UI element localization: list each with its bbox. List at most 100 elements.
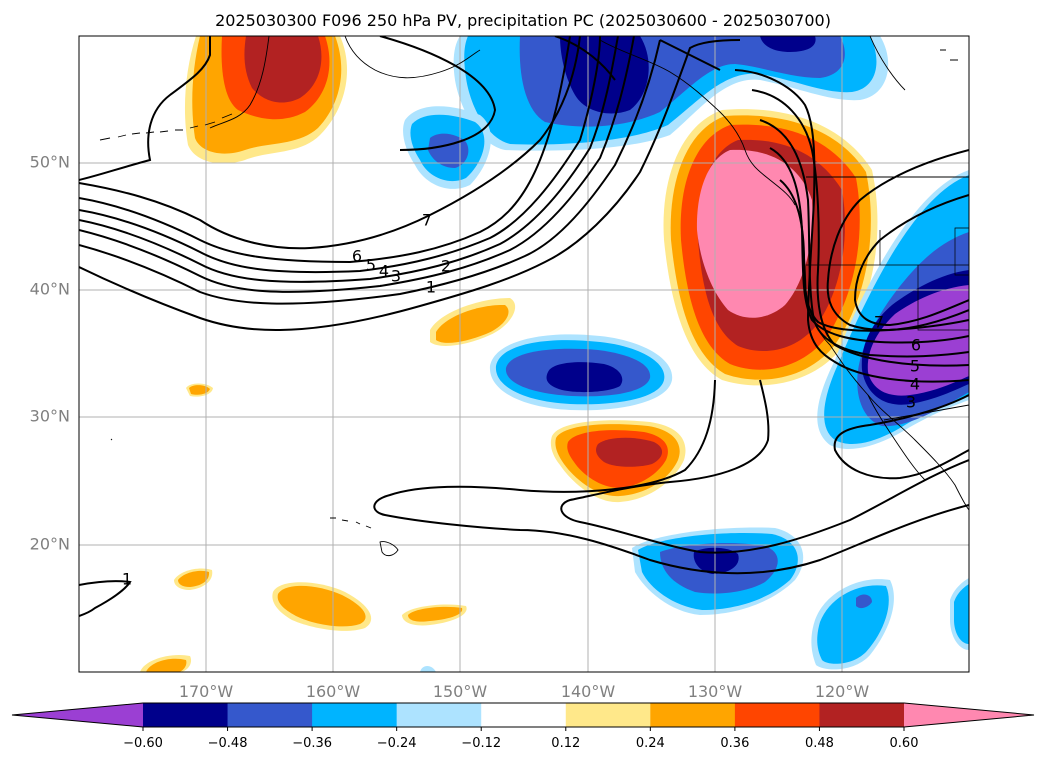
pv-contour-tropical-inner [560,379,969,554]
anomaly-fill-level [277,585,366,627]
canada-coastline [744,36,958,206]
colorbar-extend-max [904,703,1034,727]
precip-anomaly-central-pacific-negative [489,334,673,411]
pv-contour-1-sw [79,580,132,617]
pv-contour-4 [79,36,619,283]
precip-anomaly-alaska [184,36,348,164]
anomaly-fill-level [696,149,813,318]
lat-tick-label: 40°N [30,280,70,299]
colorbar-tick-label: −0.24 [377,736,417,751]
contour-label: 1 [426,278,436,297]
precip-anomaly-small-positive [140,298,516,672]
contour-label: 2 [441,257,451,276]
lon-tick-label: 120°W [815,682,870,701]
pv-contour-outer [379,36,616,151]
colorbar-tick-label: 0.60 [890,736,919,751]
colorbar-segment [312,703,398,727]
lat-tick-label: 20°N [30,535,70,554]
pv-contour-trough-2 [751,89,969,367]
anomaly-fill-level [760,36,816,52]
contour-label: 6 [911,336,921,355]
colorbar-segment [396,703,482,727]
pv-contour-1 [79,39,741,331]
small-island [110,438,113,441]
colorbar-segments [11,702,1035,728]
lon-tick-label: 130°W [688,682,743,701]
contour-label: 4 [910,375,920,394]
us-state-borders [806,227,969,331]
us-mexico-border [883,404,969,421]
map-panel: 7 6 5 4 3 2 1 1 7 6 5 4 3 [78,35,970,673]
anomaly-fill-level [954,584,969,644]
aleutian-islands [99,113,233,141]
lat-tick-label: 50°N [30,153,70,172]
colorbar-segment [227,703,313,727]
map-frame [78,35,970,673]
contour-label: 4 [379,262,389,281]
lon-tick-label: 140°W [561,682,616,701]
colorbar-segment [734,703,820,727]
contour-labels: 7 6 5 4 3 2 1 1 7 6 5 4 3 [122,211,921,589]
anomaly-fill-level [244,36,322,103]
pv-contours [79,36,969,617]
precip-anomaly-subtropical-negative [420,527,969,672]
colorbar-ticks: −0.60 −0.48 −0.36 −0.24 −0.12 0.12 0.24 0.36 0.4… [123,727,918,751]
colorbar-segment [650,703,736,727]
pv-contour-trough-6 [826,149,969,331]
anomaly-fill-level [178,570,210,587]
coastlines [99,36,969,557]
anomaly-fill-level [546,362,623,393]
anomaly-fill-level [693,547,739,574]
pv-contour-6 [79,36,571,264]
anomaly-fill-level [146,658,187,672]
anomaly-fill-level [420,666,436,672]
contour-label: 1 [122,570,132,589]
hawaii-islands [330,517,399,557]
pv-contour-7 [79,36,581,250]
anomaly-fill-level [856,594,872,609]
anomaly-fill-level [436,304,509,343]
lat-tick-label: 30°N [30,407,70,426]
lon-tick-label: 160°W [306,682,361,701]
anomaly-fill-level [560,36,649,114]
anomaly-fill-level [596,437,663,467]
colorbar-tick-label: −0.48 [208,736,248,751]
lon-tick-labels: 170°W 160°W 150°W 140°W 130°W 120°W [179,682,870,701]
pv-contour-trough-5 [779,179,969,332]
pv-contour-trough-4 [769,147,969,344]
pv-contour-cutoff [833,394,969,480]
colorbar-tick-label: 0.12 [551,736,580,751]
alaska-coastline [209,36,746,151]
contour-label: 3 [906,393,916,412]
colorbar-segment [143,703,229,727]
anomaly-fill-level [408,606,463,622]
lon-tick-label: 150°W [433,682,488,701]
colorbar-tick-label: 0.48 [805,736,834,751]
contour-label: 3 [391,267,401,286]
colorbar: −0.60 −0.48 −0.36 −0.24 −0.12 0.12 0.24 0.36 0.4… [11,702,1035,751]
colorbar-tick-label: −0.12 [461,736,501,751]
gridlines [79,36,969,672]
pv-contour-5 [79,36,601,274]
lon-tick-label: 170°W [179,682,234,701]
anomaly-fill-level [817,585,889,664]
pv-contour-trough-7 [853,194,969,327]
anomaly-fill-level [189,385,210,395]
baja-california-coast [867,394,926,481]
lat-tick-labels: 50°N 40°N 30°N 20°N [30,153,70,554]
pv-contour-3 [79,36,635,293]
colorbar-tick-label: −0.36 [292,736,332,751]
contour-label: 7 [874,313,884,332]
colorbar-tick-label: 0.36 [720,736,749,751]
contour-label: 6 [352,247,362,266]
colorbar-segment [481,703,567,727]
contour-label: 7 [422,211,432,230]
contour-label: 5 [910,357,920,376]
pv-contour-2 [79,39,721,305]
colorbar-extend-min [12,703,143,727]
precip-anomaly-gulf-of-alaska [403,36,889,189]
colorbar-segment [565,703,651,727]
pv-contour-west-loop [79,36,211,181]
anomaly-fill-level [867,285,969,396]
